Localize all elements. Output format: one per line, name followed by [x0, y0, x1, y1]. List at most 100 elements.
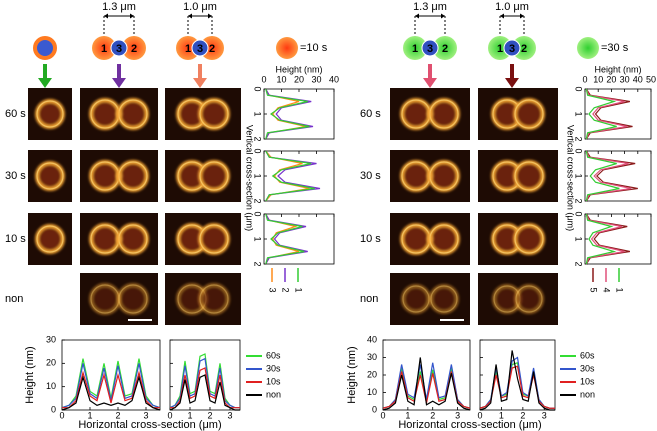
- bracket-arrow: [415, 13, 419, 19]
- y-tick-label: 2: [253, 136, 263, 141]
- x-tick-label: 10: [593, 74, 603, 84]
- legend-particle: [577, 37, 599, 59]
- axis-title: Height (nm): [594, 64, 641, 74]
- legend-label: 60s: [266, 350, 281, 360]
- y-tick-label: 1: [253, 111, 263, 116]
- profile-line: [170, 367, 240, 409]
- x-tick-label: 1: [499, 410, 504, 420]
- profile-line: [585, 88, 628, 140]
- linker: [115, 172, 123, 180]
- ring-highlight: [36, 100, 64, 128]
- x-tick-label: 3: [227, 410, 232, 420]
- y-tick-label: 30: [367, 352, 377, 362]
- x-tick-label: 3: [455, 410, 460, 420]
- arrow-head: [423, 78, 437, 88]
- legend-label: non: [580, 389, 595, 399]
- x-tick-label: 2: [520, 410, 525, 420]
- legend-label: 1: [294, 287, 304, 292]
- plot-frame: [169, 339, 241, 411]
- linker-particle: [191, 39, 209, 57]
- x-tick-label: 0: [167, 410, 172, 420]
- axis-title: Height (nm): [275, 64, 322, 74]
- y-tick-label: 1: [574, 173, 584, 178]
- axis-label: Height (nm): [346, 346, 358, 403]
- row-label: 10 s: [5, 233, 26, 245]
- spacing-label: 1.3 μm: [413, 1, 447, 13]
- row-label: 30 s: [5, 170, 26, 182]
- particle: [122, 36, 146, 60]
- ring: [117, 283, 149, 315]
- linker-particle: [421, 39, 439, 57]
- ring-highlight: [514, 161, 544, 191]
- profile-line: [61, 375, 161, 411]
- legend-label: 30s: [266, 363, 281, 373]
- legend-particle: [276, 37, 298, 59]
- y-tick-label: 40: [367, 334, 377, 344]
- legend-label: non: [266, 389, 281, 399]
- axis-label: Horizontal cross-section (μm): [78, 419, 221, 431]
- legend-label: =10 s: [300, 42, 328, 54]
- linker-particle: [110, 39, 128, 57]
- x-tick-label: 2: [207, 410, 212, 420]
- y-tick-label: 10: [367, 387, 377, 397]
- bracket-arrow: [104, 13, 108, 19]
- core-shell-particle: [33, 36, 57, 60]
- x-tick-label: 0: [261, 74, 266, 84]
- row-label: non: [360, 293, 378, 305]
- y-tick-label: 2: [574, 261, 584, 266]
- profile-line: [169, 374, 240, 411]
- y-tick-label: 2: [253, 198, 263, 203]
- y-tick-label: 2: [253, 261, 263, 266]
- y-tick-label: 1: [574, 236, 584, 241]
- y-tick-label: 1: [574, 111, 584, 116]
- particle-label: 3: [197, 43, 203, 55]
- ring-highlight: [199, 224, 229, 254]
- bracket-arrow: [188, 13, 192, 19]
- bracket-arrow: [520, 13, 524, 19]
- axis-label: Height (nm): [24, 346, 36, 403]
- y-tick-label: 2: [574, 198, 584, 203]
- ring-highlight: [514, 99, 544, 129]
- axis-label: Vertical cross-section (μm): [245, 125, 255, 231]
- x-tick-label: 20: [294, 74, 304, 84]
- ring-highlight: [199, 99, 229, 129]
- bracket-arrow: [208, 13, 212, 19]
- ring: [429, 284, 459, 314]
- x-tick-label: 40: [633, 74, 643, 84]
- profile-line: [585, 150, 632, 202]
- linker: [426, 235, 434, 243]
- profile-line: [585, 213, 625, 265]
- bracket-arrow: [441, 13, 445, 19]
- row-label: 60 s: [5, 108, 26, 120]
- particle-label: 2: [209, 43, 215, 55]
- particle: [403, 36, 427, 60]
- x-tick-label: 2: [115, 410, 120, 420]
- linker: [426, 172, 434, 180]
- y-tick-label: 0: [253, 211, 263, 216]
- legend-label: 30s: [580, 363, 595, 373]
- ring-highlight: [36, 225, 64, 253]
- particle-label: 2: [442, 43, 448, 55]
- linker: [115, 235, 123, 243]
- profile-line: [585, 213, 617, 265]
- plot-frame: [61, 339, 161, 411]
- x-tick-label: 10: [276, 74, 286, 84]
- legend-label: 4: [602, 287, 612, 292]
- y-tick-label: 0: [253, 86, 263, 91]
- profile-line: [169, 357, 240, 409]
- particle-label: 1: [497, 43, 503, 55]
- particle-label: 2: [131, 43, 137, 55]
- x-tick-label: 30: [620, 74, 630, 84]
- spacing-label: 1.3 μm: [102, 1, 136, 13]
- ring-highlight: [199, 284, 229, 314]
- x-tick-label: 30: [311, 74, 321, 84]
- ring: [514, 284, 544, 314]
- y-tick-label: 0: [574, 86, 584, 91]
- x-tick-label: 1: [187, 410, 192, 420]
- legend-label: 2: [281, 287, 291, 292]
- linker: [426, 110, 434, 118]
- x-tick-label: 0: [380, 410, 385, 420]
- particle: [92, 36, 116, 60]
- profile-line: [62, 370, 160, 409]
- row-label: 60 s: [360, 108, 381, 120]
